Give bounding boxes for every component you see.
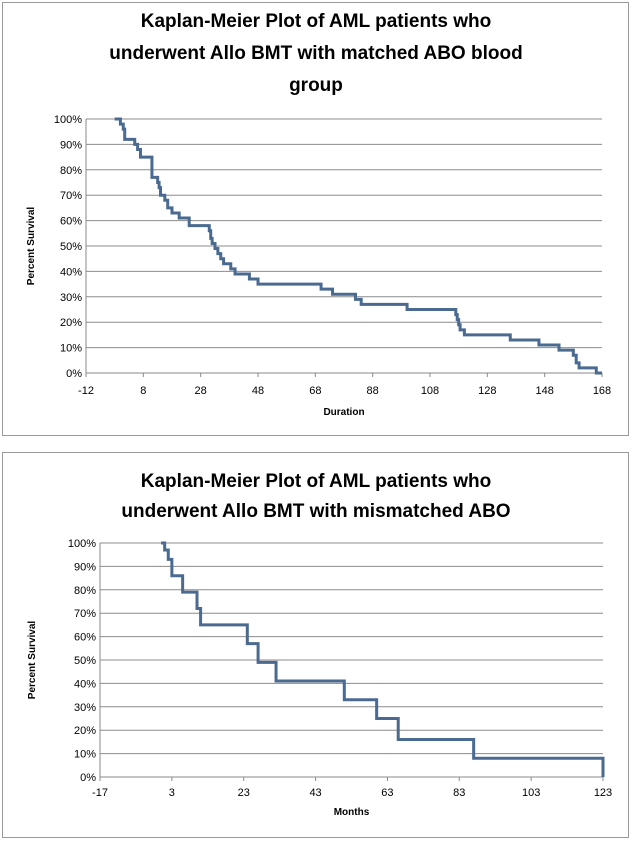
survival-curve [114,117,602,375]
y-tick-label: 30% [60,292,82,304]
y-tick-label: 40% [74,678,96,690]
y-tick-label: 20% [60,317,82,329]
chart-title-line: Kaplan-Meier Plot of AML patients who [141,471,491,492]
y-tick-label: 60% [74,632,96,644]
y-tick-label: 50% [60,241,82,253]
chart-title-line: Kaplan-Meier Plot of AML patients who [141,11,491,32]
y-tick-label: 90% [60,139,82,151]
x-tick-label: -17 [92,787,108,799]
chart-title-line: underwent Allo BMT with matched ABO bloo… [109,43,522,64]
y-tick-label: 80% [60,165,82,177]
y-axis-label: Percent Survival [26,207,37,286]
y-tick-label: 70% [60,190,82,202]
x-tick-label: 68 [309,385,321,397]
y-tick-label: 100% [68,538,96,550]
y-tick-label: 0% [80,772,96,784]
y-tick-label: 100% [54,114,82,126]
x-tick-label: 43 [309,787,321,799]
x-tick-label: 108 [421,385,439,397]
x-tick-label: 48 [252,385,264,397]
km-chart-mismatched: Kaplan-Meier Plot of AML patients who und… [2,452,629,838]
km-chart-matched-svg: Kaplan-Meier Plot of AML patients who und… [26,11,611,418]
y-axis-label: Percent Survival [27,621,38,700]
x-tick-label: 128 [478,385,496,397]
survival-curve [161,541,605,777]
x-tick-label: 63 [381,787,393,799]
x-tick-label: 88 [367,385,379,397]
y-tick-label: 20% [74,725,96,737]
y-tick-label: 80% [74,585,96,597]
y-tick-label: 0% [66,368,82,380]
x-tick-label: -12 [78,385,94,397]
km-chart-matched: Kaplan-Meier Plot of AML patients who und… [2,2,629,436]
y-tick-label: 10% [74,749,96,761]
chart-title-line: group [289,75,343,96]
x-tick-label: 123 [594,787,612,799]
x-tick-label: 8 [140,385,146,397]
x-axis-label: Duration [323,407,364,418]
x-tick-label: 28 [195,385,207,397]
y-tick-label: 40% [60,266,82,278]
y-tick-label: 30% [74,702,96,714]
y-tick-label: 10% [60,343,82,355]
x-axis-label: Months [334,807,370,818]
chart-title-line: underwent Allo BMT with mismatched ABO [121,501,510,522]
y-tick-label: 60% [60,216,82,228]
y-tick-label: 50% [74,655,96,667]
y-tick-label: 90% [74,561,96,573]
x-tick-label: 103 [522,787,540,799]
x-tick-label: 148 [535,385,553,397]
y-tick-label: 70% [74,608,96,620]
x-tick-label: 23 [238,787,250,799]
x-tick-label: 3 [169,787,175,799]
x-tick-label: 83 [453,787,465,799]
km-chart-mismatched-svg: Kaplan-Meier Plot of AML patients who und… [27,471,612,818]
x-tick-label: 168 [593,385,611,397]
